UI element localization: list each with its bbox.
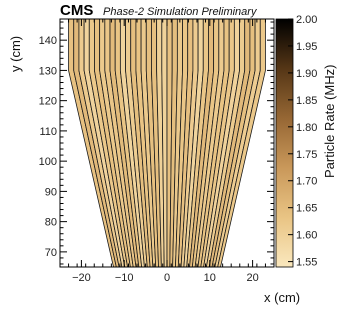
heat-strip bbox=[180, 19, 199, 267]
y-tick-label: 110 bbox=[39, 126, 57, 138]
heat-strip bbox=[186, 19, 209, 267]
z-tick-label: 1.75 bbox=[296, 149, 317, 161]
heat-strip bbox=[99, 19, 134, 267]
x-tick-label: 20 bbox=[246, 272, 258, 284]
heat-strip bbox=[114, 19, 143, 267]
y-tick-label: 120 bbox=[39, 96, 57, 108]
x-tick-label: −20 bbox=[72, 272, 91, 284]
axes: −20 −10 0 10 20 70 80 90 100 110 120 130 140 bbox=[39, 18, 275, 284]
z-tick-label: 1.85 bbox=[296, 95, 317, 107]
chart-title: CMS bbox=[60, 2, 93, 19]
x-tick-label: 0 bbox=[164, 272, 170, 284]
heat-strip bbox=[135, 19, 154, 267]
heat-strip bbox=[194, 19, 225, 267]
y-tick-label: 130 bbox=[39, 65, 57, 77]
heat-strip bbox=[169, 19, 178, 267]
heat-strip bbox=[161, 19, 168, 267]
heat-strip bbox=[68, 19, 117, 267]
z-tick-label: 1.65 bbox=[296, 203, 317, 215]
heat-strip bbox=[203, 19, 240, 267]
heat-strip bbox=[214, 19, 261, 267]
heat-strip bbox=[73, 19, 120, 267]
y-tick-label: 90 bbox=[45, 186, 57, 198]
heat-strip bbox=[145, 19, 159, 267]
heat-strip bbox=[151, 19, 162, 267]
z-tick-label: 2.00 bbox=[296, 14, 317, 26]
heat-strip bbox=[94, 19, 131, 267]
heat-strip bbox=[88, 19, 128, 267]
z-tick-label: 1.90 bbox=[296, 68, 317, 80]
z-tick-label: 1.95 bbox=[296, 41, 317, 53]
heat-strip bbox=[78, 19, 123, 267]
heat-strip bbox=[104, 19, 137, 267]
heat-strip bbox=[109, 19, 140, 267]
z-tick-label: 1.55 bbox=[296, 257, 317, 269]
heatmap-region bbox=[68, 19, 266, 267]
z-axis-title: Particle Rate (MHz) bbox=[322, 65, 337, 178]
heat-strip bbox=[191, 19, 220, 267]
heat-strip bbox=[200, 19, 235, 267]
heat-strip bbox=[156, 19, 165, 267]
x-tick-label: 10 bbox=[204, 272, 216, 284]
z-tick-label: 1.70 bbox=[296, 176, 317, 188]
y-tick-label: 140 bbox=[39, 35, 57, 47]
heat-strip bbox=[208, 19, 251, 267]
heat-strip bbox=[206, 19, 246, 267]
y-axis-title: y (cm) bbox=[8, 36, 23, 72]
heat-strip bbox=[175, 19, 189, 267]
y-tick-label: 80 bbox=[45, 217, 57, 229]
heat-strip bbox=[140, 19, 157, 267]
heat-strip bbox=[166, 19, 173, 267]
color-bar: 1.55 1.60 1.65 1.70 1.75 1.80 1.85 1.90 1.95 2.00 bbox=[275, 14, 317, 269]
y-tick-label: 100 bbox=[39, 156, 57, 168]
heat-strip bbox=[189, 19, 215, 267]
z-tick-label: 1.80 bbox=[296, 122, 317, 134]
y-tick-label: 70 bbox=[45, 247, 57, 259]
heat-strip bbox=[197, 19, 230, 267]
z-tick-label: 1.60 bbox=[296, 230, 317, 242]
heat-strip bbox=[217, 19, 266, 267]
heat-strip bbox=[83, 19, 126, 267]
heat-strip bbox=[211, 19, 256, 267]
chart-subtitle: Phase-2 Simulation Preliminary bbox=[103, 6, 258, 18]
x-axis-title: x (cm) bbox=[264, 290, 300, 305]
heat-strip bbox=[172, 19, 183, 267]
heat-strip bbox=[177, 19, 194, 267]
color-bar-gradient bbox=[275, 18, 294, 268]
heat-strip bbox=[183, 19, 204, 267]
x-tick-label: −10 bbox=[115, 272, 134, 284]
